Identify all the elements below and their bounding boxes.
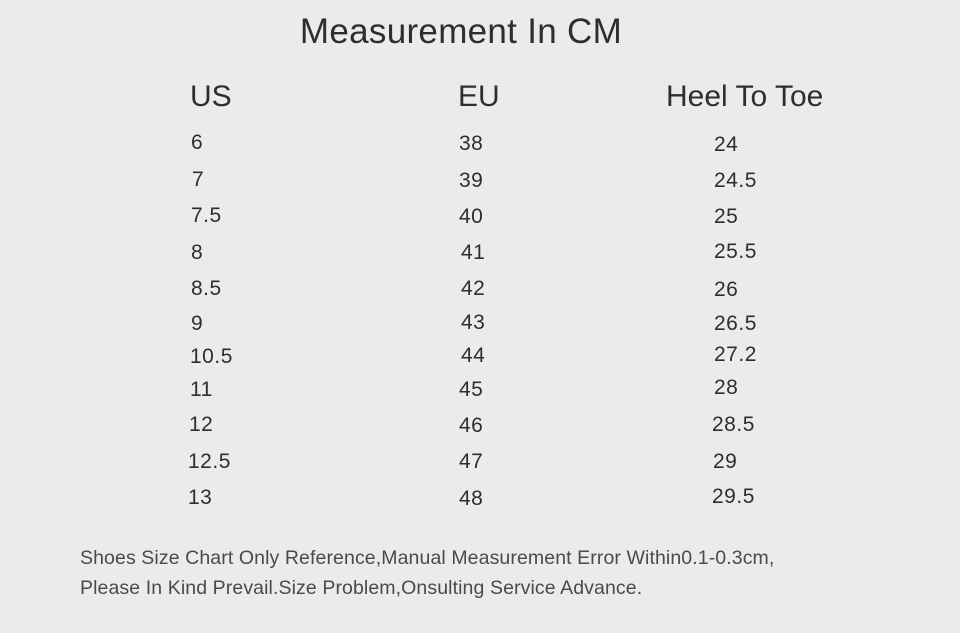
cell-us: 8.5 [191,277,222,300]
cell-heel-to-toe: 26 [714,278,739,301]
cell-eu: 45 [459,378,484,401]
page-title: Measurement In CM [299,12,623,51]
cell-us: 7.5 [191,204,222,227]
cell-heel-to-toe: 25 [714,205,739,228]
cell-us: 11 [190,378,213,401]
cell-heel-to-toe: 24.5 [714,169,757,192]
cell-eu: 39 [459,169,484,192]
cell-heel-to-toe: 28.5 [712,413,755,436]
cell-eu: 40 [459,205,484,228]
cell-eu: 44 [461,344,486,367]
cell-heel-to-toe: 29.5 [712,485,755,508]
cell-heel-to-toe: 26.5 [714,312,757,335]
cell-us: 12.5 [188,450,231,473]
cell-us: 10.5 [190,345,233,368]
cell-eu: 41 [461,241,486,264]
note-line-2: Please In Kind Prevail.Size Problem,Onsu… [80,577,643,599]
cell-eu: 46 [459,414,484,437]
cell-heel-to-toe: 24 [714,133,739,156]
cell-eu: 42 [461,277,486,300]
cell-us: 7 [192,168,205,191]
header-eu: EU [458,80,500,113]
header-us: US [190,80,232,113]
cell-eu: 43 [461,311,486,334]
cell-us: 9 [191,312,204,335]
cell-us: 6 [191,131,204,154]
cell-heel-to-toe: 28 [714,376,739,399]
cell-us: 12 [189,413,214,436]
header-heel-to-toe: Heel To Toe [666,80,824,113]
cell-heel-to-toe: 29 [713,450,738,473]
cell-eu: 38 [459,132,484,155]
cell-eu: 47 [459,450,484,473]
cell-heel-to-toe: 27.2 [714,343,757,366]
cell-eu: 48 [459,487,484,510]
cell-us: 13 [188,486,213,509]
note-line-1: Shoes Size Chart Only Reference,Manual M… [80,547,775,569]
cell-us: 8 [191,241,204,264]
cell-heel-to-toe: 25.5 [714,240,757,263]
